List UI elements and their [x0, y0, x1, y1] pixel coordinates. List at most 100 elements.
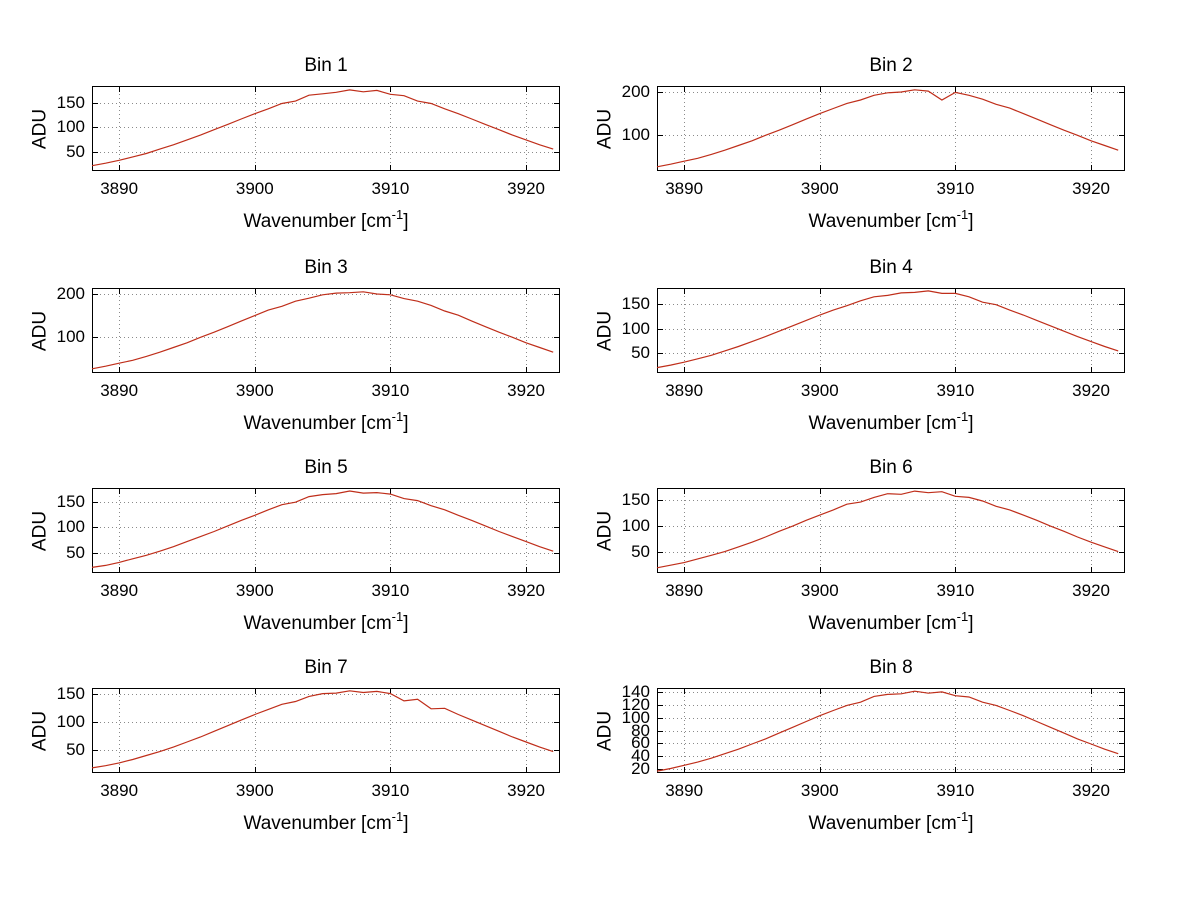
subplot-title: Bin 5 [304, 457, 348, 478]
grid-lines [92, 488, 560, 573]
x-tick-label: 3900 [235, 179, 274, 198]
x-tick-label: 3920 [507, 179, 545, 198]
x-tick-label: 3890 [100, 781, 139, 800]
tick-marks [93, 489, 559, 572]
y-tick-label: 50 [66, 740, 85, 760]
x-tick-label: 3890 [665, 781, 704, 800]
subplot-title: Bin 6 [869, 457, 913, 478]
y-tick-label: 50 [631, 542, 650, 562]
spectrum-line [656, 490, 1119, 569]
plot-area [91, 288, 560, 373]
axis-box [92, 488, 560, 573]
subplot-title: Bin 4 [869, 257, 913, 278]
x-axis-label: Wavenumber [cm-1] [92, 609, 560, 635]
y-tick-label: 50 [631, 343, 650, 363]
x-axis-label: Wavenumber [cm-1] [92, 809, 560, 835]
axis-box [657, 488, 1125, 573]
grid-lines [92, 688, 560, 773]
y-tick-label: 200 [56, 284, 85, 304]
x-axis-label-prefix: Wavenumber [cm [243, 613, 392, 634]
subplot-bin-8: Bin 8 ADU Wavenumber [cm-1] 20 40 60 80 100 1… [565, 656, 1140, 851]
x-tick-label: 3900 [800, 381, 839, 400]
x-tick-label: 3890 [100, 581, 139, 600]
x-axis-label: Wavenumber [cm-1] [92, 409, 560, 435]
tick-marks [93, 689, 559, 772]
x-axis-label-suffix: ] [403, 613, 409, 634]
x-tick-label: 3910 [371, 381, 410, 400]
plot-area [656, 488, 1125, 573]
x-tick-label: 3890 [665, 581, 704, 600]
spectrum-line [91, 490, 554, 568]
x-axis-label-superscript: -1 [956, 207, 969, 222]
x-axis-label: Wavenumber [cm-1] [657, 609, 1125, 635]
plot-area [656, 288, 1125, 373]
x-tick-label: 3910 [936, 381, 975, 400]
subplot-title: Bin 7 [304, 657, 348, 678]
x-tick-label: 3920 [507, 381, 545, 400]
grid-lines [657, 488, 1125, 573]
plot-area [91, 86, 560, 171]
x-axis-label-suffix: ] [403, 413, 409, 434]
x-tick-label: 3890 [665, 381, 704, 400]
x-tick-label: 3890 [665, 179, 704, 198]
x-axis-label: Wavenumber [cm-1] [657, 409, 1125, 435]
grid-lines [92, 86, 560, 171]
x-tick-label: 3890 [100, 381, 139, 400]
grid-lines [657, 688, 1125, 773]
x-tick-label: 3900 [235, 381, 274, 400]
tick-marks [658, 87, 1124, 170]
y-tick-label: 50 [66, 542, 85, 562]
subplot-title: Bin 2 [869, 55, 913, 76]
subplot-title: Bin 1 [304, 55, 348, 76]
y-tick-label: 40 [631, 746, 650, 766]
x-axis-label-prefix: Wavenumber [cm [808, 813, 957, 834]
x-axis-label-superscript: -1 [391, 609, 404, 624]
grid-lines [92, 288, 560, 373]
axis-box [657, 688, 1125, 773]
plot-area [91, 488, 560, 573]
axis-box [657, 288, 1125, 373]
y-tick-label: 100 [56, 117, 85, 137]
subplot-bin-3: Bin 3 ADU Wavenumber [cm-1] 100 200 3890 39… [0, 256, 575, 451]
x-tick-label: 3910 [936, 581, 975, 600]
subplot-bin-4: Bin 4 ADU Wavenumber [cm-1] 50 100 150 3890… [565, 256, 1140, 451]
subplot-title: Bin 3 [304, 257, 348, 278]
y-tick-label: 150 [621, 294, 650, 314]
x-axis-label: Wavenumber [cm-1] [92, 207, 560, 233]
subplot-bin-5: Bin 5 ADU Wavenumber [cm-1] 50 100 150 3890… [0, 456, 575, 651]
y-tick-label: 100 [621, 516, 650, 536]
x-tick-label: 3900 [235, 781, 274, 800]
spectrum-line [91, 690, 554, 769]
x-tick-label: 3900 [800, 581, 839, 600]
subplot-title: Bin 8 [869, 657, 913, 678]
x-axis-label-prefix: Wavenumber [cm [808, 211, 957, 232]
x-axis-label-prefix: Wavenumber [cm [808, 413, 957, 434]
tick-marks [93, 289, 559, 372]
spectrum-line [656, 89, 1119, 168]
x-tick-label: 3910 [371, 179, 410, 198]
x-axis-label-suffix: ] [968, 613, 974, 634]
x-axis-label-superscript: -1 [956, 409, 969, 424]
x-axis-label-suffix: ] [968, 211, 974, 232]
x-tick-label: 3910 [936, 781, 975, 800]
x-axis-label-superscript: -1 [956, 609, 969, 624]
x-tick-label: 3900 [235, 581, 274, 600]
x-tick-label: 3910 [371, 781, 410, 800]
x-axis-label-prefix: Wavenumber [cm [808, 613, 957, 634]
plot-area [656, 86, 1125, 171]
x-tick-label: 3920 [1072, 581, 1110, 600]
y-tick-label: 200 [621, 82, 650, 102]
x-axis-label-prefix: Wavenumber [cm [243, 813, 392, 834]
plot-area [91, 688, 560, 773]
x-axis-label-superscript: -1 [391, 207, 404, 222]
x-axis-label: Wavenumber [cm-1] [657, 809, 1125, 835]
subplot-bin-6: Bin 6 ADU Wavenumber [cm-1] 50 100 150 3890… [565, 456, 1140, 651]
x-axis-label-superscript: -1 [391, 409, 404, 424]
subplot-bin-1: Bin 1 ADU Wavenumber [cm-1] 50 100 150 3890… [0, 54, 575, 249]
axis-box [92, 86, 560, 171]
spectrum-line [91, 89, 554, 167]
x-axis-label-superscript: -1 [391, 809, 404, 824]
x-tick-label: 3890 [100, 179, 139, 198]
y-tick-label: 80 [631, 720, 650, 740]
